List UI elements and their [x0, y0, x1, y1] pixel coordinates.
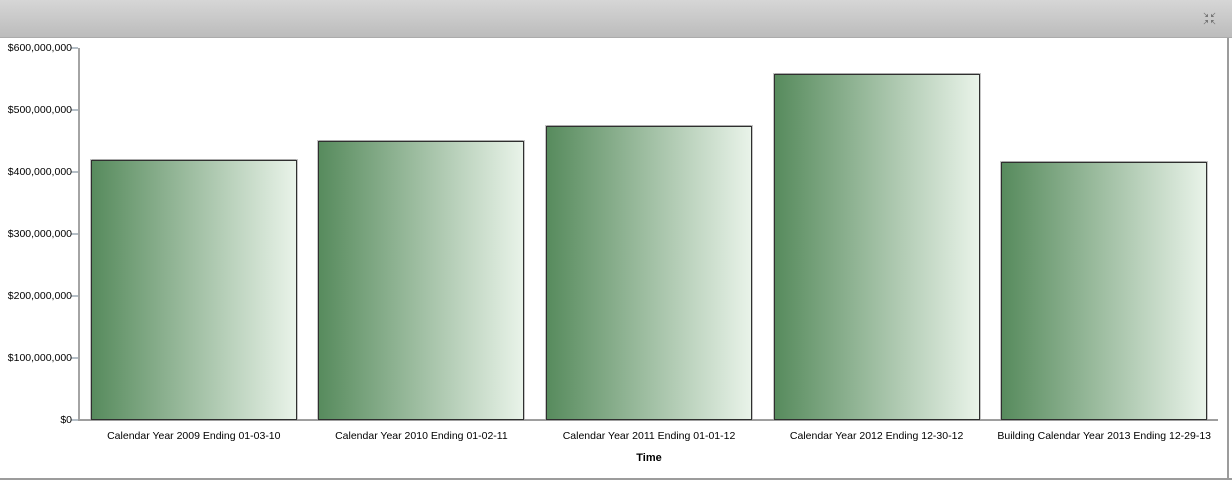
x-axis-label: Calendar Year 2011 Ending 01-01-12 — [562, 430, 736, 442]
panel-border-bottom — [0, 478, 1232, 480]
y-axis-tick — [71, 357, 78, 359]
panel-header — [0, 0, 1232, 38]
x-axis-label: Calendar Year 2012 Ending 12-30-12 — [789, 430, 964, 442]
x-axis-label: Building Calendar Year 2013 Ending 12-29… — [997, 430, 1212, 442]
y-axis-tick-label: $100,000,000 — [7, 352, 72, 364]
y-axis-tick — [71, 171, 78, 173]
x-axis-label: Calendar Year 2010 Ending 01-02-11 — [335, 430, 508, 442]
y-axis-tick — [71, 233, 78, 235]
y-axis-tick — [71, 109, 78, 111]
y-axis-tick — [71, 419, 78, 421]
panel-border-right — [1227, 38, 1229, 480]
y-axis-tick-label: $300,000,000 — [7, 228, 72, 240]
x-axis-title: Time — [636, 452, 662, 464]
y-axis-tick — [71, 47, 78, 49]
bar[interactable] — [774, 74, 980, 420]
x-axis-label: Calendar Year 2009 Ending 01-03-10 — [107, 430, 281, 442]
y-axis-tick-label: $400,000,000 — [7, 166, 72, 178]
bar[interactable] — [318, 141, 524, 420]
y-axis-tick-label: $0 — [60, 414, 72, 426]
y-axis-tick-label: $200,000,000 — [7, 290, 72, 302]
bar[interactable] — [546, 126, 752, 420]
y-axis-tick — [71, 295, 78, 297]
bar[interactable] — [91, 160, 297, 420]
x-axis-line — [78, 419, 1218, 421]
y-axis-tick-label: $600,000,000 — [7, 42, 72, 54]
bar[interactable] — [1001, 162, 1207, 420]
y-axis-line — [78, 48, 80, 420]
y-axis-tick-label: $500,000,000 — [7, 104, 72, 116]
